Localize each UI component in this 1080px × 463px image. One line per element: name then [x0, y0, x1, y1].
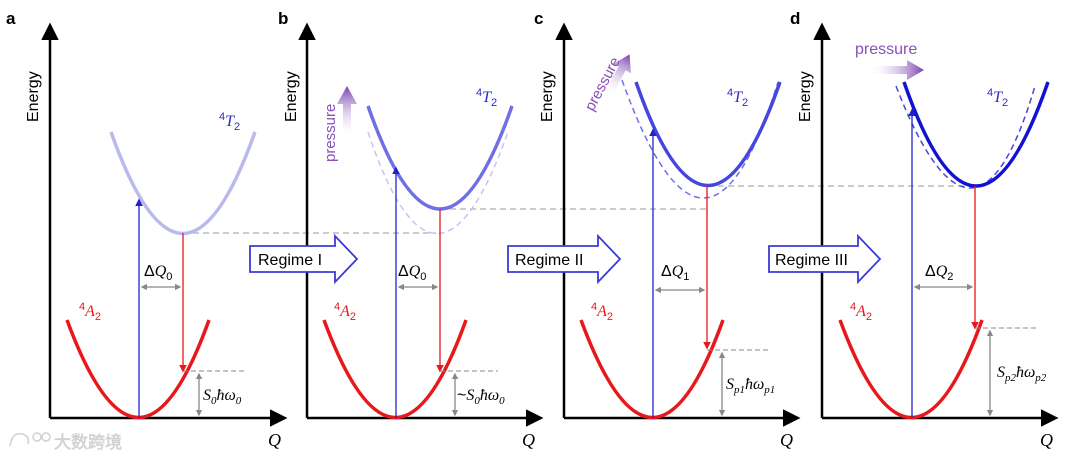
delta-q-label: ΔQ1 — [661, 263, 689, 283]
y-axis-label: Energy — [797, 71, 814, 122]
upper-state-label: 4T2 — [219, 111, 240, 133]
relaxation-label: ~S0ħω0 — [457, 387, 505, 407]
panel-a: a Energy Q ΔQ0 S0ħω0 4T2 4A2 — [6, 9, 288, 450]
lower-state-label: 4A2 — [850, 301, 872, 323]
panel-letter: b — [278, 9, 288, 28]
upper-state-curve — [366, 105, 514, 211]
lower-state-label: 4A2 — [334, 301, 356, 323]
watermark-logo-icon — [9, 432, 51, 447]
y-axis-label: Energy — [539, 71, 556, 122]
regime-arrow-2: Regime II — [507, 233, 622, 285]
x-axis-label: Q — [1040, 430, 1053, 450]
lower-state-curve — [65, 319, 211, 419]
delta-q-label: ΔQ0 — [144, 263, 172, 283]
lower-state-label: 4A2 — [79, 301, 101, 323]
pressure-arrow-up — [337, 86, 357, 139]
upper-state-curve — [109, 131, 257, 235]
regime-label: Regime III — [775, 252, 848, 269]
previous-upper-curve — [367, 131, 509, 234]
relaxation-label: Sp1ħωp1 — [726, 376, 775, 396]
y-axis-label: Energy — [25, 71, 42, 122]
upper-state-curve — [634, 81, 782, 187]
lower-state-label: 4A2 — [591, 301, 613, 323]
panel-d: d Energy Q ΔQ2 Sp2ħωp2 4T2 4A2 pressure — [790, 9, 1059, 450]
relaxation-label: Sp2ħωp2 — [997, 364, 1047, 384]
previous-upper-curve — [895, 85, 1036, 189]
panel-b: b Energy Q ΔQ0 ~S0ħω0 4T2 4A2 pressure — [278, 9, 544, 450]
panel-c: c Energy Q ΔQ1 Sp1ħωp1 4T2 4A2 pressure — [534, 9, 801, 450]
lower-state-curve — [838, 319, 984, 419]
watermark: 大数跨境 — [9, 432, 122, 452]
pressure-label: pressure — [322, 104, 339, 162]
watermark-text: 大数跨境 — [54, 432, 122, 452]
lower-state-curve — [322, 319, 468, 419]
pressure-arrow-right — [868, 60, 924, 80]
pressure-label: pressure — [855, 41, 917, 58]
lower-state-curve — [579, 319, 725, 419]
regime-label: Regime I — [258, 252, 322, 269]
upper-state-curve — [902, 81, 1050, 188]
panel-letter: a — [6, 9, 16, 28]
relaxation-label: S0ħω0 — [203, 387, 242, 407]
regime-arrow-1: Regime I — [249, 233, 359, 285]
y-axis-label: Energy — [283, 71, 300, 122]
regime-label: Regime II — [515, 252, 583, 269]
guide-lines — [183, 185, 976, 234]
panel-letter: c — [534, 9, 543, 28]
x-axis-label: Q — [522, 430, 535, 450]
upper-state-label: 4T2 — [727, 87, 748, 109]
pressure-arrow-diagonal — [604, 54, 631, 97]
delta-q-label: ΔQ0 — [398, 263, 426, 283]
delta-q-label: ΔQ2 — [925, 263, 953, 283]
upper-state-label: 4T2 — [476, 87, 497, 109]
upper-state-label: 4T2 — [987, 87, 1008, 109]
regime-arrow-3: Regime III — [768, 233, 882, 285]
panel-letter: d — [790, 9, 800, 28]
x-axis-label: Q — [780, 430, 793, 450]
x-axis-label: Q — [268, 430, 281, 450]
